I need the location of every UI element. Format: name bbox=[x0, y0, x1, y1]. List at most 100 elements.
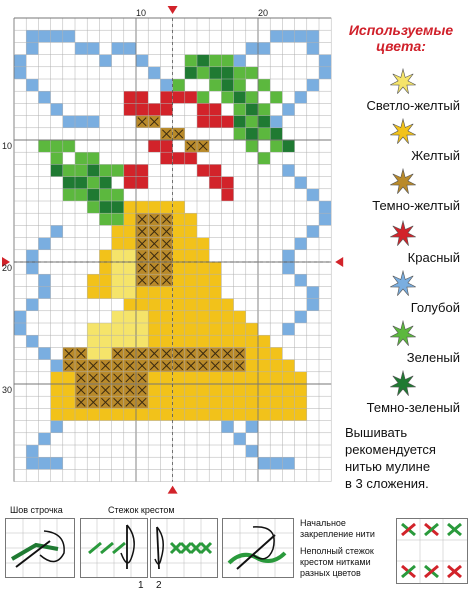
pattern-cell bbox=[282, 457, 295, 470]
pattern-cell bbox=[184, 371, 197, 384]
pattern-cell bbox=[26, 79, 39, 92]
pattern-cell bbox=[245, 42, 258, 55]
pattern-cells bbox=[14, 30, 332, 470]
pattern-cell bbox=[148, 408, 161, 421]
cross-mark bbox=[113, 349, 123, 358]
pattern-cell bbox=[123, 323, 136, 336]
cross-mark bbox=[162, 129, 171, 139]
pattern-cell bbox=[197, 274, 210, 287]
pattern-cell bbox=[172, 79, 185, 92]
pattern-cell bbox=[172, 371, 185, 384]
pattern-cell bbox=[50, 408, 63, 421]
pattern-cell bbox=[148, 384, 161, 397]
pattern-cell bbox=[99, 176, 112, 189]
pattern-cell bbox=[209, 371, 222, 384]
pattern-cell bbox=[160, 201, 173, 214]
pattern-cell bbox=[245, 103, 258, 116]
cross-mark bbox=[162, 239, 171, 249]
pattern-cell bbox=[75, 42, 88, 55]
pattern-cell bbox=[282, 359, 295, 372]
pattern-cell bbox=[123, 310, 136, 323]
pattern-cell bbox=[50, 164, 63, 177]
pattern-cell bbox=[258, 127, 271, 140]
cross-mark bbox=[125, 349, 135, 358]
pattern-cell bbox=[197, 323, 210, 336]
pattern-cell bbox=[197, 408, 210, 421]
cross-mark bbox=[174, 349, 184, 358]
pattern-cell bbox=[148, 323, 161, 336]
pattern-cell bbox=[160, 103, 173, 116]
pattern-cell bbox=[172, 262, 185, 275]
pattern-cell bbox=[258, 347, 271, 360]
cross-mark bbox=[88, 397, 98, 407]
pattern-cell bbox=[282, 103, 295, 116]
pattern-cell bbox=[306, 79, 319, 92]
pattern-cell bbox=[221, 371, 234, 384]
pattern-cell bbox=[306, 42, 319, 55]
pattern-cell bbox=[123, 91, 136, 104]
pattern-cell bbox=[50, 103, 63, 116]
pattern-cell bbox=[160, 91, 173, 104]
pattern-cell bbox=[233, 371, 246, 384]
pattern-cell bbox=[258, 408, 271, 421]
pattern-cell bbox=[172, 225, 185, 238]
cross-mark bbox=[162, 349, 171, 358]
pattern-cell bbox=[197, 335, 210, 348]
cross-stitch-caption: Стежок крестом bbox=[108, 505, 175, 515]
pattern-cell bbox=[233, 323, 246, 336]
pattern-cell bbox=[160, 79, 173, 92]
pattern-cell bbox=[111, 286, 124, 299]
pattern-cell bbox=[123, 42, 136, 55]
partial-cross-illustration bbox=[397, 519, 467, 583]
cross-mark bbox=[64, 361, 74, 371]
pattern-cell bbox=[50, 396, 63, 409]
pattern-cell bbox=[136, 201, 149, 214]
cross-mark bbox=[113, 361, 123, 371]
pattern-cell bbox=[294, 91, 307, 104]
pattern-cell bbox=[209, 176, 222, 189]
pattern-cell bbox=[136, 103, 149, 116]
pattern-cell bbox=[270, 127, 283, 140]
pattern-cell bbox=[221, 335, 234, 348]
pattern-cell bbox=[111, 201, 124, 214]
pattern-cell bbox=[245, 371, 258, 384]
pattern-cell bbox=[184, 396, 197, 409]
pattern-cell bbox=[99, 286, 112, 299]
pattern-cell bbox=[160, 152, 173, 165]
cross-mark bbox=[76, 397, 86, 407]
pattern-cell bbox=[197, 103, 210, 116]
pattern-cell bbox=[87, 152, 100, 165]
pattern-cell bbox=[99, 249, 112, 262]
pattern-cell bbox=[136, 54, 149, 67]
pattern-cell bbox=[209, 298, 222, 311]
pattern-cell bbox=[136, 323, 149, 336]
pattern-cell bbox=[319, 213, 332, 226]
pattern-cell bbox=[123, 201, 136, 214]
pattern-cell bbox=[62, 188, 75, 201]
pattern-cell bbox=[38, 347, 51, 360]
pattern-cell bbox=[197, 371, 210, 384]
pattern-cell bbox=[282, 140, 295, 153]
pattern-cell bbox=[172, 396, 185, 409]
cross-mark bbox=[235, 349, 245, 358]
pattern-cell bbox=[282, 164, 295, 177]
pattern-cell bbox=[111, 188, 124, 201]
star-dark-yellow-icon bbox=[390, 168, 416, 194]
pattern-cell bbox=[270, 371, 283, 384]
pattern-cell bbox=[172, 310, 185, 323]
pattern-cell bbox=[136, 298, 149, 311]
pattern-center-marks bbox=[2, 6, 344, 494]
cross-mark bbox=[149, 239, 159, 249]
pattern-cell bbox=[111, 225, 124, 238]
pattern-cell bbox=[87, 164, 100, 177]
pattern-cell bbox=[75, 164, 88, 177]
pattern-cell bbox=[184, 286, 197, 299]
center-arrow-icon bbox=[335, 257, 344, 267]
pattern-cell bbox=[160, 408, 173, 421]
pattern-cell bbox=[245, 359, 258, 372]
pattern-cell bbox=[75, 188, 88, 201]
cross-mark bbox=[162, 263, 171, 273]
pattern-cell bbox=[160, 140, 173, 153]
cross-mark bbox=[137, 239, 147, 249]
pattern-cell bbox=[160, 384, 173, 397]
